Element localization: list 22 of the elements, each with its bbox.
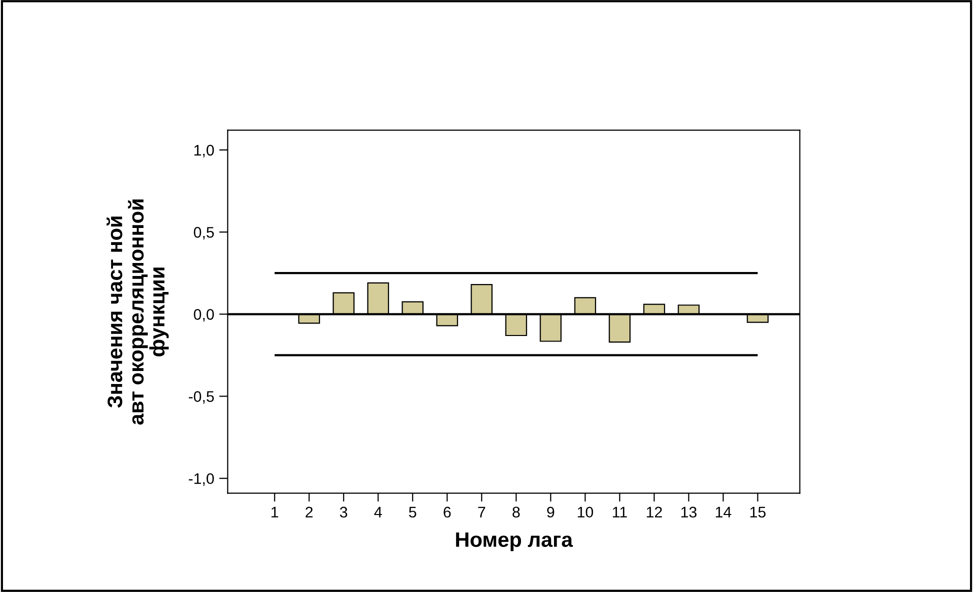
y-axis-title: Значения част ной авт окорреляционной функции [106,200,169,425]
x-tick-label: 14 [716,506,732,518]
x-tick-label: 15 [750,506,766,518]
x-tick-label: 4 [374,506,382,518]
x-tick-label: 11 [612,506,627,518]
x-tick-label: 12 [646,506,662,518]
x-tick-label: 9 [547,506,554,518]
x-tick-label: 10 [578,506,594,518]
x-tick-label: 6 [444,506,451,518]
y-tick-label: -0,5 [188,391,214,404]
y-tick-label: -1,0 [188,473,214,486]
y-tick-label: 1,0 [194,144,214,158]
y-tick-label: 0,0 [194,309,214,322]
x-tick-label: 1 [272,506,278,518]
x-tick-label: 5 [409,506,416,518]
x-tick-label: 2 [306,506,313,518]
x-tick-label: 3 [340,506,348,518]
x-tick-label: 8 [512,506,520,518]
x-axis-title: Номер лага [456,532,573,552]
x-tick-label: 13 [681,506,697,518]
y-tick-label: 0,5 [194,226,214,240]
x-tick-label: 7 [478,506,486,518]
